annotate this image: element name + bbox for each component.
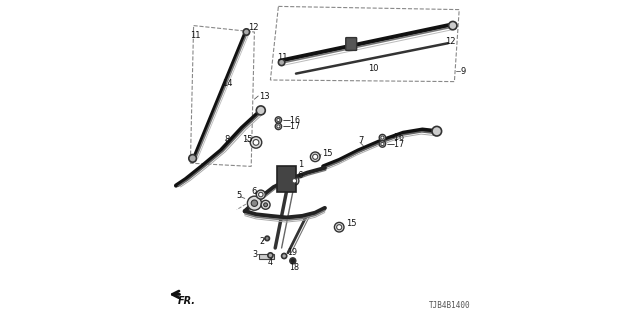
Polygon shape: [277, 166, 296, 192]
Circle shape: [276, 125, 280, 128]
Circle shape: [264, 203, 268, 207]
Circle shape: [253, 140, 259, 145]
Circle shape: [310, 152, 320, 162]
Polygon shape: [259, 254, 274, 259]
Circle shape: [282, 253, 287, 259]
FancyBboxPatch shape: [346, 38, 356, 51]
Circle shape: [432, 126, 442, 136]
Text: 7: 7: [358, 136, 364, 145]
Text: 5: 5: [236, 191, 241, 200]
Text: 6: 6: [252, 187, 257, 196]
Circle shape: [379, 134, 385, 141]
Circle shape: [381, 136, 384, 139]
Text: 15: 15: [322, 149, 332, 158]
Circle shape: [381, 142, 384, 146]
Text: 6: 6: [298, 172, 303, 180]
Text: 15: 15: [346, 220, 356, 228]
Text: 4: 4: [268, 258, 272, 267]
Text: 1: 1: [298, 160, 303, 169]
Circle shape: [312, 154, 317, 159]
Text: TJB4B1400: TJB4B1400: [429, 301, 470, 310]
Circle shape: [335, 222, 344, 232]
Text: 12: 12: [248, 23, 259, 32]
Circle shape: [247, 196, 262, 210]
Text: 13: 13: [259, 92, 270, 100]
Circle shape: [275, 117, 282, 123]
Circle shape: [265, 236, 269, 241]
Text: 2: 2: [259, 237, 264, 246]
Circle shape: [250, 137, 262, 148]
Text: 19: 19: [287, 248, 298, 257]
Circle shape: [189, 155, 196, 162]
Text: 10: 10: [369, 64, 379, 73]
Circle shape: [268, 253, 273, 258]
Text: 18: 18: [290, 263, 300, 272]
Circle shape: [256, 106, 266, 115]
Text: 11: 11: [277, 53, 287, 62]
Circle shape: [251, 200, 257, 206]
Circle shape: [449, 21, 457, 30]
Circle shape: [276, 118, 280, 122]
Text: —16: —16: [387, 133, 404, 142]
Circle shape: [256, 190, 266, 199]
Text: 3: 3: [253, 250, 258, 259]
Text: 12: 12: [445, 37, 455, 46]
Circle shape: [275, 123, 282, 130]
Text: 14: 14: [223, 79, 233, 88]
Circle shape: [259, 192, 263, 197]
Circle shape: [243, 29, 250, 35]
Circle shape: [292, 179, 297, 183]
Text: —17: —17: [282, 122, 300, 131]
Text: 15: 15: [242, 135, 252, 144]
Circle shape: [290, 176, 299, 185]
Circle shape: [290, 258, 296, 264]
Circle shape: [379, 141, 385, 147]
Text: 11: 11: [191, 31, 201, 40]
Text: 8: 8: [224, 135, 229, 144]
Text: FR.: FR.: [178, 296, 196, 306]
Text: —16: —16: [282, 116, 300, 124]
Circle shape: [261, 200, 270, 209]
Circle shape: [337, 225, 342, 230]
Text: 9: 9: [461, 67, 466, 76]
Text: —17: —17: [387, 140, 404, 148]
Circle shape: [278, 59, 285, 66]
